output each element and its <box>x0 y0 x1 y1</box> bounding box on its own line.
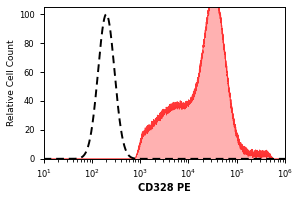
Y-axis label: Relative Cell Count: Relative Cell Count <box>7 40 16 126</box>
X-axis label: CD328 PE: CD328 PE <box>138 183 190 193</box>
